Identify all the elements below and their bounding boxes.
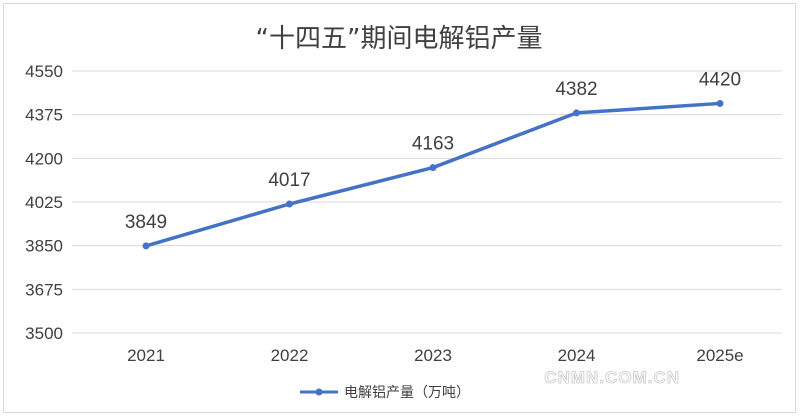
x-tick-label: 2023: [414, 346, 452, 365]
data-point: [286, 200, 293, 208]
x-tick-label: 2025e: [696, 346, 743, 365]
chart-title: “十四五”期间电解铝产量: [256, 24, 543, 54]
series-line-group: 3849 4017 4163 4382 4420: [125, 69, 741, 250]
y-axis-ticks: 4550 4375 4200 4025 3850 3675 3500: [25, 62, 63, 343]
x-tick-label: 2022: [271, 346, 309, 365]
watermark-text: CNMN.COM.CN: [544, 368, 680, 387]
x-axis-ticks: 2021 2022 2023 2024 2025e: [127, 346, 744, 365]
y-tick-label: 3500: [25, 324, 63, 343]
legend-label: 电解铝产量（万吨）: [344, 385, 470, 401]
y-tick-label: 4200: [25, 149, 63, 168]
data-label: 4017: [268, 170, 310, 191]
x-tick-label: 2021: [127, 346, 165, 365]
gridlines: [72, 70, 782, 334]
legend: 电解铝产量（万吨）: [300, 385, 470, 401]
data-label: 4163: [412, 134, 454, 155]
y-tick-label: 4025: [25, 193, 63, 212]
y-tick-label: 3675: [25, 280, 63, 299]
data-label: 4382: [555, 79, 597, 100]
data-label: 4420: [699, 69, 741, 90]
data-point: [716, 99, 724, 107]
x-tick-label: 2024: [558, 346, 596, 365]
data-point: [142, 242, 150, 250]
y-tick-label: 4375: [25, 106, 63, 125]
legend-marker-icon: [315, 388, 323, 396]
series-line: [144, 101, 722, 248]
y-tick-label: 3850: [25, 237, 63, 256]
data-point: [429, 164, 437, 172]
y-tick-label: 4550: [25, 62, 63, 81]
data-label: 3849: [125, 212, 167, 233]
data-point: [573, 109, 580, 117]
